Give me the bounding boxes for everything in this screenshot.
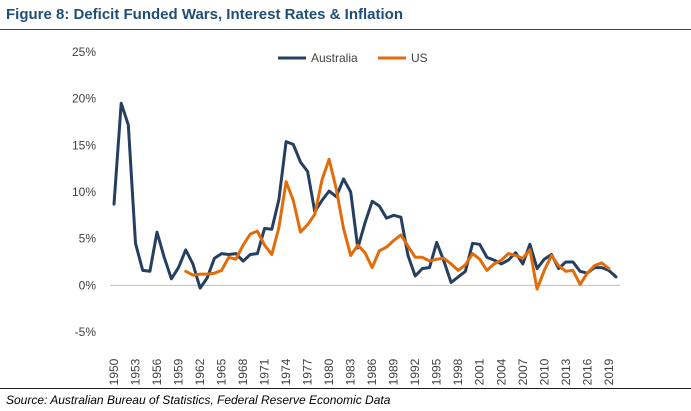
x-tick-label: 1965 [215, 358, 229, 385]
x-tick-label: 2010 [537, 358, 551, 385]
source-note: Source: Australian Bureau of Statistics,… [6, 393, 391, 407]
x-tick-label: 1977 [301, 358, 315, 385]
series-line-australia [112, 101, 618, 290]
legend: Australia US [278, 51, 428, 65]
y-axis-ticks: -5% 0% 5% 10% 15% 20% 25% [72, 45, 96, 339]
y-tick-label: 0% [79, 278, 97, 292]
x-tick-label: 1998 [451, 358, 465, 385]
x-tick-label: 1968 [236, 358, 250, 385]
legend-label-australia: Australia [311, 51, 358, 65]
x-tick-label: 2019 [602, 358, 616, 385]
x-tick-label: 1989 [387, 358, 401, 385]
series-lines [112, 101, 618, 291]
y-tick-label: 10% [72, 185, 96, 199]
legend-label-us: US [411, 51, 428, 65]
y-tick-label: 15% [72, 138, 96, 152]
x-tick-label: 1974 [279, 358, 293, 385]
x-tick-label: 1962 [193, 358, 207, 385]
y-tick-label: 25% [72, 45, 96, 59]
x-axis-ticks: 1950 1953 1956 1959 1962 1965 1968 1971 1974 1977… [107, 358, 616, 385]
y-tick-label: -5% [75, 325, 97, 339]
title-rule [0, 29, 691, 30]
x-tick-label: 1959 [172, 358, 186, 385]
x-tick-label: 1986 [365, 358, 379, 385]
y-tick-label: 5% [79, 232, 97, 246]
x-tick-label: 1956 [150, 358, 164, 385]
x-tick-label: 2013 [559, 358, 573, 385]
x-tick-label: 1971 [258, 358, 272, 385]
series-line-us [184, 157, 611, 291]
x-tick-label: 1950 [107, 358, 121, 385]
figure-title: Figure 8: Deficit Funded Wars, Interest … [6, 6, 403, 23]
x-tick-label: 1995 [430, 358, 444, 385]
x-tick-label: 2004 [494, 358, 508, 385]
x-tick-label: 2001 [473, 358, 487, 385]
x-tick-label: 1992 [408, 358, 422, 385]
y-tick-label: 20% [72, 92, 96, 106]
x-tick-label: 1980 [322, 358, 336, 385]
source-rule [0, 388, 691, 389]
x-tick-label: 2007 [516, 358, 530, 385]
x-tick-label: 1983 [344, 358, 358, 385]
x-tick-label: 2016 [580, 358, 594, 385]
x-tick-label: 1953 [129, 358, 143, 385]
